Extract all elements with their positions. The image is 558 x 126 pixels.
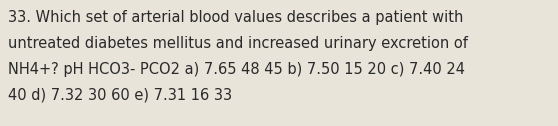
Text: NH4+? pH HCO3- PCO2 a) 7.65 48 45 b) 7.50 15 20 c) 7.40 24: NH4+? pH HCO3- PCO2 a) 7.65 48 45 b) 7.5… [8,62,465,77]
Text: 33. Which set of arterial blood values describes a patient with: 33. Which set of arterial blood values d… [8,10,463,25]
Text: 40 d) 7.32 30 60 e) 7.31 16 33: 40 d) 7.32 30 60 e) 7.31 16 33 [8,88,232,103]
Text: untreated diabetes mellitus and increased urinary excretion of: untreated diabetes mellitus and increase… [8,36,468,51]
